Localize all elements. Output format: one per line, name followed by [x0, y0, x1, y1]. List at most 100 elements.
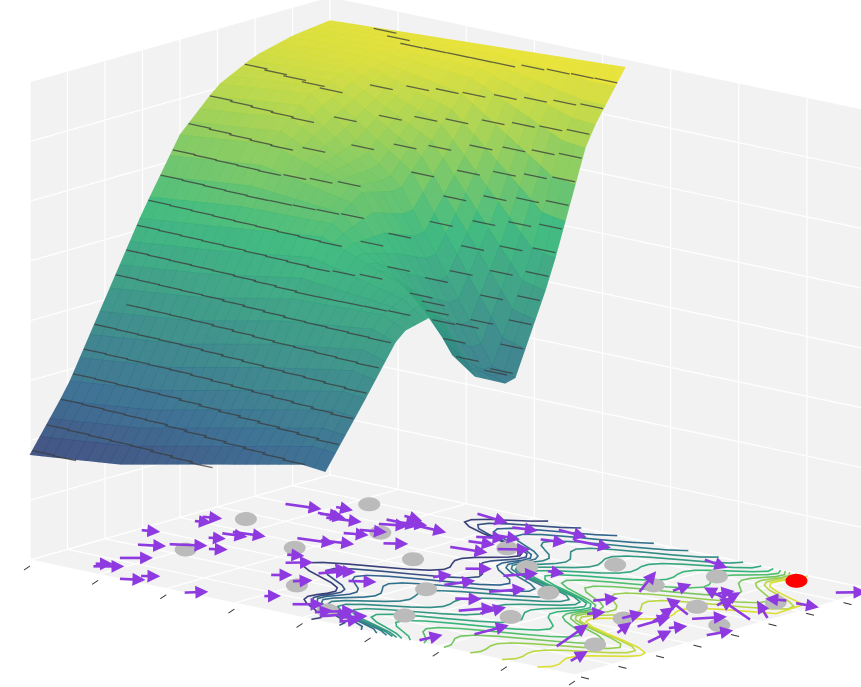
surface-contour-segment	[276, 427, 300, 434]
y-axis-tick	[730, 634, 740, 637]
surface-contour-segment	[546, 68, 570, 75]
vector-arrow	[314, 605, 333, 619]
surface-contour-segment	[421, 300, 445, 307]
surface-contour-segment	[523, 96, 547, 103]
surface-contour-segment	[406, 85, 430, 92]
surface-contour-segment	[490, 367, 514, 375]
surface-contour-segment	[400, 42, 424, 49]
surface-contour-segment	[224, 189, 248, 197]
surface-contour-segment	[123, 414, 147, 421]
surface-contour-segment	[570, 72, 594, 79]
surface-contour-segment	[147, 309, 171, 316]
surface-contour-segment	[253, 280, 277, 287]
vector-arrow	[208, 531, 226, 545]
surface-contour-segment	[553, 99, 577, 106]
vector-arrow	[378, 518, 409, 532]
surface-contour-segment	[126, 304, 150, 311]
surface-contour-segment	[230, 100, 254, 107]
y-axis-tick	[655, 655, 665, 659]
surface-contour-segment	[269, 199, 293, 206]
vector-arrow	[573, 538, 611, 552]
surface-contour-segment	[137, 333, 161, 340]
vector-arrow	[717, 586, 735, 600]
surface-contour-segment	[188, 123, 212, 130]
vector-arrow	[637, 614, 671, 628]
surface-contour-segment	[137, 388, 161, 395]
vector-arrow	[450, 544, 488, 558]
obstacle-marker	[705, 569, 728, 584]
obstacle-marker	[516, 560, 539, 575]
vector-arrow	[706, 626, 734, 640]
vector-arrow	[691, 611, 727, 625]
surface-contour-segment	[158, 393, 182, 400]
surface-contour-segment	[270, 111, 294, 118]
obstacle-marker	[584, 637, 607, 652]
surface-contour-segment	[126, 249, 150, 256]
surface-contour-segment	[201, 294, 225, 301]
surface-contour-segment	[189, 462, 213, 469]
obstacle-marker	[537, 585, 560, 600]
surface-contour-segment	[469, 56, 493, 63]
surface-contour-segment	[265, 255, 289, 262]
surface-contour-segment	[209, 95, 233, 102]
surface-contour-segment	[355, 362, 379, 369]
surface-contour-segment	[294, 291, 318, 298]
surface-contour-segment	[249, 139, 273, 146]
surface-contour-segment	[378, 114, 402, 121]
surface-contour-segment	[435, 88, 459, 95]
surface-contour-segment	[489, 269, 513, 276]
vector-arrow	[488, 583, 526, 597]
vector-arrow	[672, 582, 692, 595]
surface-contour-segment	[130, 445, 154, 452]
surface-contour-segment	[330, 413, 354, 420]
vector-arrow	[287, 548, 305, 562]
surface-contour-segment	[208, 128, 232, 135]
vector-arrow	[208, 542, 228, 556]
x-axis-tick	[91, 579, 99, 585]
surface-contour-segment	[470, 318, 494, 325]
surface-contour-segment	[160, 174, 184, 181]
surface-contour-segment	[446, 52, 470, 59]
x-axis-tick	[23, 565, 31, 571]
surface-contour-segment	[231, 330, 255, 337]
surface-contour-segment	[237, 416, 261, 423]
vector-arrow	[666, 597, 689, 616]
vector-arrow	[340, 610, 368, 624]
surface-contour-segment	[229, 133, 253, 141]
surface-contour-segment	[319, 87, 343, 94]
surface-contour-segment	[425, 309, 449, 316]
surface-contour-segment	[252, 335, 276, 342]
surface-contour-segment	[81, 403, 105, 410]
vector-arrow	[668, 621, 688, 634]
floor-contour-line	[301, 518, 549, 621]
vector-arrow	[558, 527, 587, 541]
surface-contour-segment	[244, 250, 268, 257]
obstacle-marker	[685, 599, 708, 614]
surface-contour-segment	[115, 274, 139, 281]
surface-contour-segment	[222, 300, 246, 307]
surface-contour-segment	[332, 270, 356, 277]
surface-contour-segment	[388, 232, 412, 239]
surface-contour-segment	[335, 357, 359, 364]
surface-contour-segment	[432, 319, 456, 326]
surface-contour-segment	[283, 75, 307, 82]
surface-contour-segment	[493, 94, 517, 101]
surface-contour-segment	[274, 285, 298, 293]
vector-arrow	[194, 514, 212, 528]
obstacle-marker	[402, 552, 424, 567]
wall-grid-line	[29, 0, 321, 83]
x-axis-tick	[568, 680, 576, 686]
vector-arrow	[647, 630, 672, 644]
obstacle-marker	[358, 497, 381, 512]
vector-arrow	[348, 574, 377, 588]
surface-contour-segment	[481, 119, 505, 126]
surface-contour-segment	[258, 169, 282, 177]
vector-arrow	[419, 631, 443, 645]
surface-contour-segment	[190, 374, 214, 381]
vector-arrow	[719, 598, 751, 621]
vector-arrow	[476, 531, 506, 545]
surface-contour-segment	[508, 319, 532, 326]
surface-contour-segment	[94, 323, 118, 330]
surface-contour-segment	[360, 240, 384, 247]
vector-arrow	[202, 510, 223, 524]
